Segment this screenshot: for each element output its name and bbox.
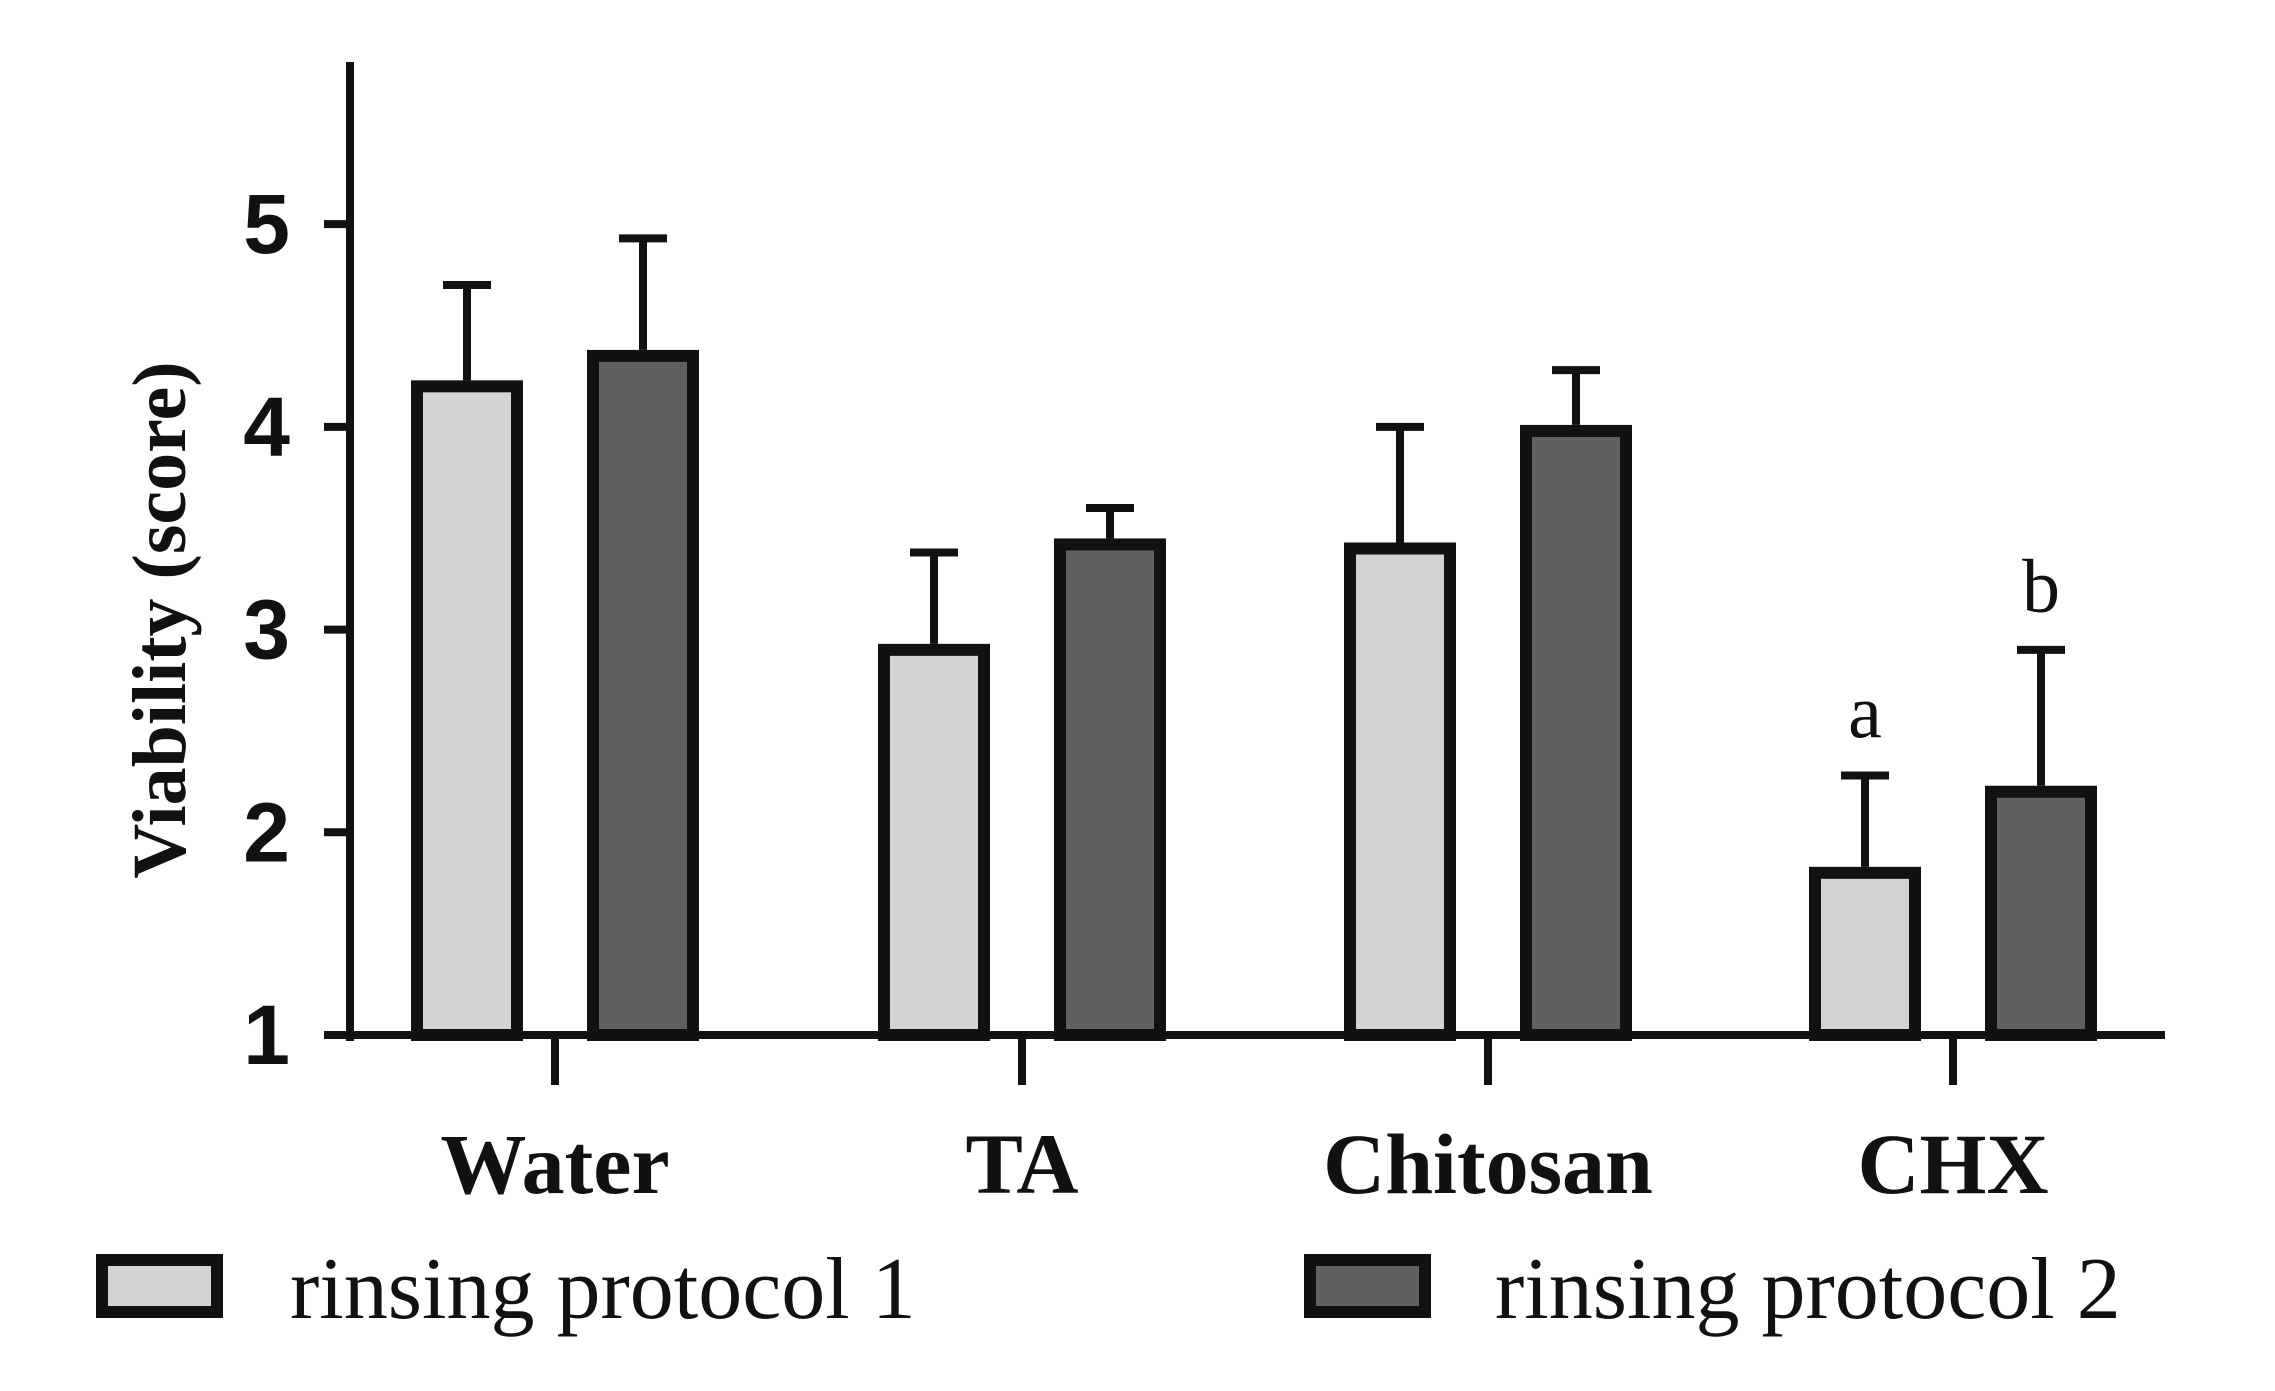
x-tick-label-chitosan: Chitosan (1323, 1116, 1653, 1212)
y-tick-label-5: 5 (243, 177, 290, 271)
y-tick-label-3: 3 (243, 583, 290, 677)
bar-ta-protocol-1 (878, 643, 990, 1042)
y-tick-label-1: 1 (243, 988, 290, 1082)
legend: rinsing protocol 1 rinsing protocol 2 (96, 1241, 2121, 1338)
bar-chx-protocol-2 (1985, 785, 2097, 1041)
x-tick-label-water: Water (440, 1116, 669, 1212)
significance-label-chx-protocol-2: b (2022, 545, 2060, 629)
legend-swatch-protocol-1 (96, 1254, 223, 1318)
bar-water-protocol-1 (411, 380, 523, 1042)
bars-layer (411, 234, 2097, 1042)
x-tick-label-chx: CHX (1857, 1116, 2048, 1212)
bar-chitosan-protocol-2 (1520, 424, 1632, 1042)
legend-label-protocol-1: rinsing protocol 1 (290, 1241, 916, 1338)
y-tick-label-4: 4 (243, 380, 290, 474)
bar-chitosan-protocol-1 (1344, 542, 1456, 1041)
bar-water-protocol-2 (587, 349, 699, 1042)
x-tick-label-ta: TA (965, 1116, 1078, 1212)
y-axis-title: Viability (score) (118, 361, 202, 878)
bar-ta-protocol-2 (1054, 538, 1166, 1042)
bar-chx-protocol-1 (1809, 866, 1921, 1041)
significance-label-chx-protocol-1: a (1848, 671, 1882, 755)
y-tick-label-2: 2 (243, 785, 290, 879)
axes-layer (324, 62, 2165, 1085)
labels-layer: Viability (score) a b 1 2 3 4 5 Water TA Chitosan… (118, 177, 2060, 1212)
legend-label-protocol-2: rinsing protocol 2 (1495, 1241, 2121, 1338)
legend-swatch-protocol-2 (1304, 1254, 1431, 1318)
